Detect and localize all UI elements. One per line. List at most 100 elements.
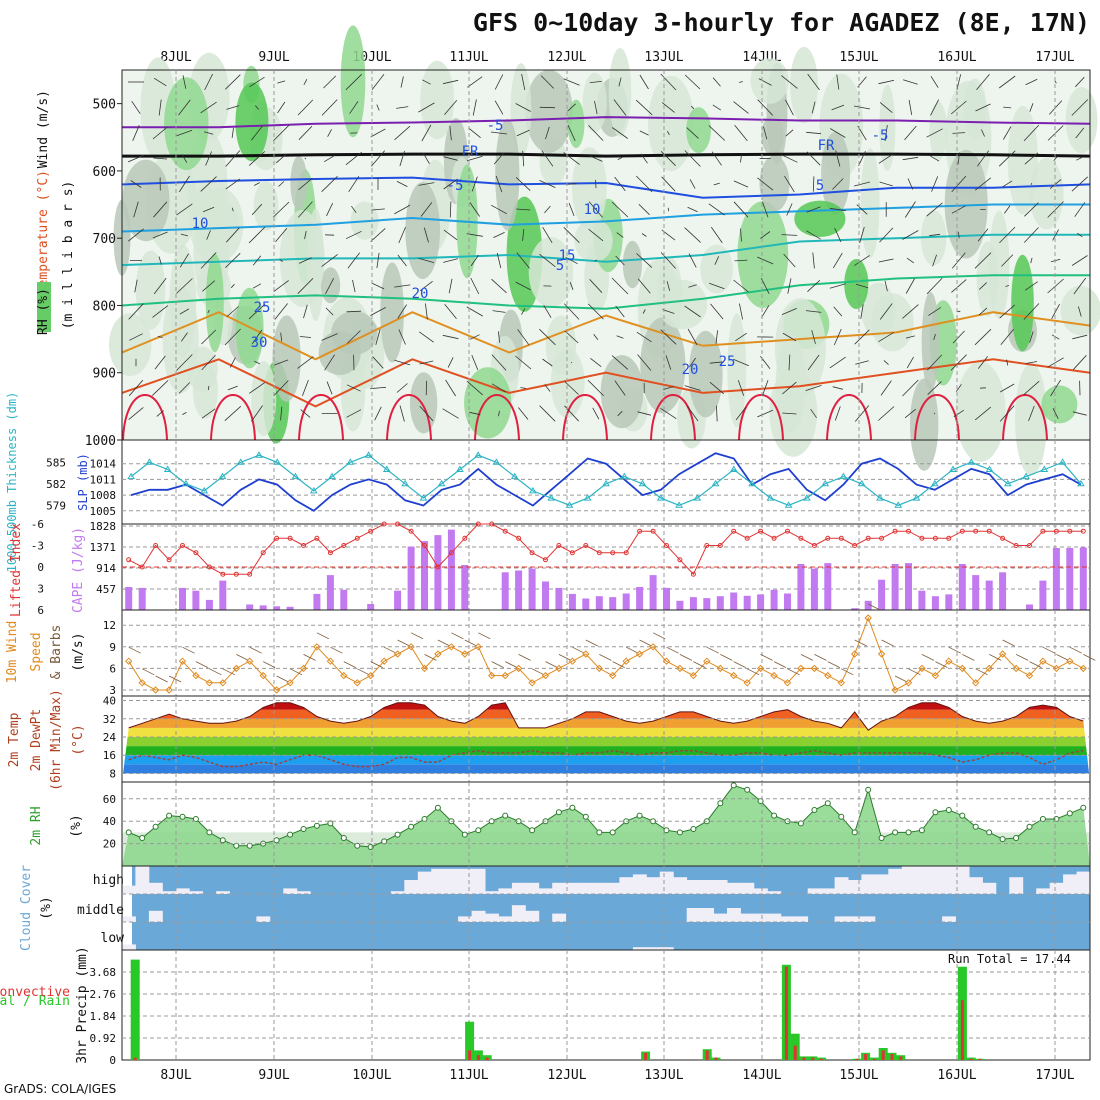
wind-barb-189: [443, 258, 459, 263]
y-label-wind-2: & Barbs: [49, 625, 64, 680]
cloud-low-38: [632, 947, 647, 950]
wind-barb-464: [926, 128, 943, 138]
wind-barb-436: [884, 124, 888, 142]
wind-barb-472: [933, 333, 936, 341]
wind-barb-216: [493, 232, 505, 238]
wind-speed-point-1: [138, 679, 146, 687]
cloud-high-30: [525, 882, 540, 894]
wind-barb-10m-47: [760, 654, 773, 661]
wind-barb-505: [1003, 106, 1012, 109]
wind-barb-58: [231, 128, 234, 138]
wind-barb-286: [616, 232, 624, 238]
cape-bar-28: [501, 572, 509, 610]
cloud-high-28: [498, 888, 513, 894]
wind-barb-127: [349, 101, 359, 114]
precip-conv-bar-39: [468, 1050, 472, 1060]
wind-barb-414: [829, 283, 846, 289]
rh-point-56: [878, 835, 885, 841]
wind-barb-10m-25: [464, 639, 477, 647]
wind-barb-133: [347, 252, 361, 269]
wind-barb-123: [324, 354, 335, 371]
cape-bar-25: [461, 565, 469, 610]
cape-bar-7: [219, 580, 227, 610]
wind-barb-10m-9: [249, 646, 262, 654]
temp-band-4: [122, 727, 1090, 737]
cape-bar-36: [609, 597, 617, 610]
wind-barb-401: [805, 310, 822, 313]
wind-barb-70: [249, 76, 265, 88]
thickness-point-10: [309, 486, 318, 494]
wind-barb-27: [156, 410, 164, 417]
wind-barb-236: [520, 387, 527, 389]
wind-barb-10m-54: [854, 639, 867, 647]
cape-bar-0: [125, 587, 133, 610]
x-tick-bottom-6: 14JUL: [742, 1068, 781, 1083]
wind-barb-10m-1: [142, 668, 155, 676]
wind-barb-88: [278, 181, 285, 187]
wind-barb-407: [831, 104, 845, 111]
wind-barb-61: [232, 207, 234, 212]
wind-barb-521: [1024, 152, 1039, 165]
li-point-22: [422, 543, 427, 548]
wind-barb-430: [854, 329, 870, 345]
wind-speed-point-31: [541, 671, 550, 680]
cloud-high-2: [148, 882, 163, 894]
wind-barb-287: [615, 255, 625, 266]
wind-barb-481: [951, 205, 966, 214]
wind-barb-381: [781, 154, 798, 163]
y-label-wind-1: Speed: [29, 632, 44, 671]
wind-barb-227: [522, 150, 525, 167]
wind-barb-10m-36: [612, 661, 625, 668]
li-point-13: [301, 543, 306, 548]
li-point-10: [260, 550, 266, 556]
cloud-high-0: [122, 885, 136, 894]
wind-barb-33: [176, 203, 193, 216]
li-point-23: [435, 564, 441, 570]
cloud-high-66: [1009, 877, 1024, 894]
rh-point-25: [461, 831, 468, 838]
wind-barb-482: [958, 231, 960, 239]
contour-label-13: FR: [818, 138, 835, 154]
wind-barb-132: [345, 230, 362, 240]
thickness-point-45: [949, 465, 957, 472]
wind-barb-406: [836, 74, 840, 90]
wind-barb-197: [472, 99, 477, 116]
slp-tick-3: 1014: [90, 458, 117, 471]
wind-barb-139: [346, 409, 362, 418]
precip-conv-bar-85: [872, 1058, 876, 1060]
cloud-high-52: [821, 888, 835, 894]
wind-barb-160: [398, 226, 406, 244]
rh-point-58: [905, 829, 912, 836]
wind-barb-10m-62: [962, 654, 975, 661]
pressure-tick-5: 1000: [85, 434, 116, 449]
cape-bar-55: [864, 600, 872, 610]
wind-barb-114: [327, 129, 332, 137]
wind-barb-272: [588, 228, 604, 242]
rh-shade-87: [769, 367, 818, 457]
wind-barb-158: [396, 181, 408, 187]
wind-barb-10m-27: [491, 661, 504, 668]
thickness-point-49: [1022, 472, 1030, 480]
wind-barb-10m-38: [639, 639, 652, 647]
wind-barb-238: [540, 75, 554, 89]
wind-barb-555: [1078, 306, 1082, 317]
wind-barb-83: [251, 405, 263, 422]
wind-barb-400: [807, 280, 821, 292]
wind-barb-316: [666, 281, 671, 291]
li-point-14: [314, 535, 320, 541]
rh-point-2: [152, 823, 159, 830]
li-point-55: [865, 535, 871, 541]
wind-barb-371: [757, 256, 774, 265]
cloud-middle-42: [686, 908, 701, 922]
rh-shade-57: [572, 147, 607, 229]
wind-barb-10m-66: [1015, 654, 1029, 661]
rh-point-54: [851, 829, 858, 836]
rh-shade-96: [253, 181, 279, 231]
precip-conv-bar-66: [705, 1050, 709, 1060]
cloud-middle-48: [767, 913, 782, 922]
li-point-7: [220, 571, 226, 577]
wind-barb-196: [467, 76, 483, 88]
wind-speed-point-17: [353, 679, 361, 687]
wind-barb-10m-20: [397, 639, 410, 647]
li-point-4: [180, 543, 185, 548]
